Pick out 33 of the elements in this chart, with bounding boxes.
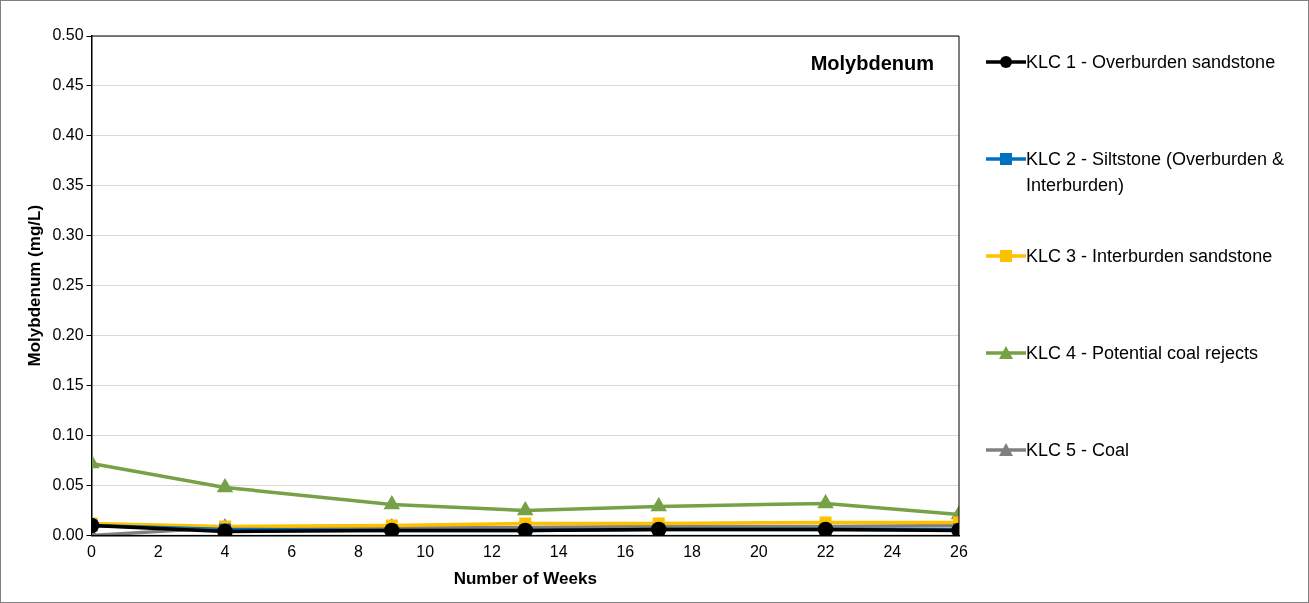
- x-tick-label: 6: [287, 543, 297, 561]
- x-tick-label: 16: [616, 543, 635, 561]
- x-tick-label: 4: [220, 543, 230, 561]
- x-tick-label: 2: [153, 543, 163, 561]
- x-tick-label: 22: [816, 543, 835, 561]
- y-tick-label: 0.20: [52, 326, 84, 344]
- x-tick-label: 8: [354, 543, 363, 561]
- x-tick-label: 18: [683, 543, 702, 561]
- x-axis-title: Number of Weeks: [453, 569, 597, 589]
- x-tick-label: 20: [749, 543, 768, 561]
- legend-label: KLC 1 - Overburden sandstone: [1026, 51, 1277, 74]
- legend-label: KLC 4 - Potential coal rejects: [1026, 342, 1260, 365]
- y-tick-label: 0.45: [52, 76, 84, 94]
- y-tick-label: 0.40: [52, 126, 84, 144]
- legend-label: KLC 3 - Interburden sandstone: [1026, 245, 1274, 268]
- y-axis-title: Molybdenum (mg/L): [24, 204, 44, 367]
- legend-label: KLC 5 - Coal: [1026, 439, 1131, 462]
- y-tick-label: 0.15: [52, 375, 84, 393]
- legend-label: KLC 2 - Siltstone (Overburden & Interburden): [1026, 148, 1286, 197]
- x-tick-label: 0: [87, 543, 97, 561]
- y-tick-label: 0.35: [52, 176, 84, 194]
- y-tick-label: 0.25: [52, 276, 84, 294]
- y-tick-label: 0.05: [52, 475, 84, 493]
- x-tick-label: 12: [483, 543, 501, 561]
- x-tick-label: 24: [883, 543, 902, 561]
- y-tick-label: 0.50: [52, 26, 84, 44]
- y-tick-label: 0.30: [52, 226, 84, 244]
- y-tick-label: 0.00: [52, 525, 84, 543]
- x-tick-label: 10: [416, 543, 435, 561]
- y-tick-label: 0.10: [52, 425, 84, 443]
- x-tick-label: 26: [950, 543, 968, 561]
- x-tick-label: 14: [549, 543, 568, 561]
- text: Molybdenum: [810, 51, 934, 74]
